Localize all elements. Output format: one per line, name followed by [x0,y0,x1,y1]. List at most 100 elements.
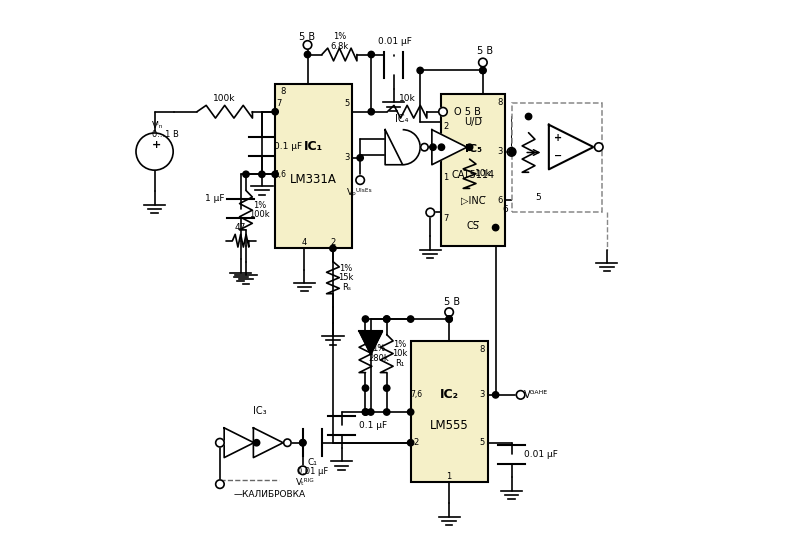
Circle shape [445,308,454,317]
Text: CS̅: CS̅ [467,221,480,231]
Text: IC₄: IC₄ [395,114,408,124]
Circle shape [362,316,369,322]
Text: 15k: 15k [338,273,354,282]
Circle shape [446,316,452,322]
Circle shape [516,390,525,399]
Circle shape [509,148,515,155]
Text: 5: 5 [536,193,542,202]
Polygon shape [359,331,382,355]
Text: 5 В: 5 В [444,296,460,307]
Circle shape [254,439,260,446]
Circle shape [493,224,499,231]
Circle shape [507,147,516,156]
Circle shape [368,108,374,115]
Circle shape [480,67,486,74]
Text: 2: 2 [330,238,335,247]
Text: —КАЛИБРОВКА: —КАЛИБРОВКА [234,490,306,499]
Text: 10k: 10k [398,94,415,103]
Text: 5: 5 [480,438,485,447]
Text: 5 В: 5 В [299,32,315,42]
Bar [275,84,352,248]
Circle shape [509,148,515,155]
Circle shape [298,466,307,475]
Text: Vₜᴿᴵᴳ: Vₜᴿᴵᴳ [296,478,315,487]
Circle shape [407,409,414,415]
Text: Vᴵₙ: Vᴵₙ [152,121,163,130]
Text: CAT5114: CAT5114 [452,170,495,179]
Text: C₁: C₁ [307,458,318,467]
Circle shape [367,409,374,415]
Text: −: − [554,151,562,161]
Text: +: + [554,133,562,143]
Circle shape [407,316,414,322]
Text: 1: 1 [443,173,448,182]
Polygon shape [432,130,467,165]
Text: IC₃: IC₃ [254,406,267,416]
Circle shape [430,144,436,151]
Polygon shape [224,428,254,458]
Text: 8: 8 [497,98,502,107]
Text: 6: 6 [502,205,508,214]
Text: 7,6: 7,6 [410,390,422,399]
Circle shape [242,171,249,177]
Polygon shape [385,130,402,165]
Circle shape [438,107,447,116]
Text: 0.01 μF: 0.01 μF [524,450,558,459]
Text: 0.01 μF: 0.01 μF [378,37,412,46]
Text: +: + [151,140,161,150]
Circle shape [368,51,374,58]
Text: 100k: 100k [214,94,236,103]
Circle shape [383,409,390,415]
Text: 2: 2 [414,438,418,447]
Text: 0.1 μF: 0.1 μF [274,142,302,151]
Polygon shape [254,428,283,458]
Circle shape [272,171,278,177]
Circle shape [356,176,365,184]
Circle shape [299,439,306,446]
Bar [442,95,505,246]
Text: O 5 В: O 5 В [454,107,481,117]
Text: 8: 8 [480,345,485,354]
Text: 1%: 1% [394,340,406,349]
Circle shape [594,143,603,151]
Circle shape [284,439,291,446]
Circle shape [362,409,369,415]
Circle shape [438,144,445,151]
Text: 1,6: 1,6 [274,170,286,179]
Circle shape [299,439,306,446]
Circle shape [417,67,423,74]
Circle shape [426,208,434,217]
Circle shape [421,144,428,151]
Circle shape [216,480,224,489]
Text: 1: 1 [446,473,452,481]
Text: 6.8k: 6.8k [330,42,349,51]
Text: 3: 3 [497,147,502,156]
Circle shape [493,391,499,398]
Text: 8: 8 [281,87,286,96]
Text: LM331A: LM331A [290,172,337,186]
Text: 3: 3 [344,153,350,162]
Circle shape [258,171,265,177]
Circle shape [362,409,369,415]
Text: 0.1 μF: 0.1 μF [358,421,386,430]
Circle shape [383,316,390,322]
Circle shape [478,58,487,67]
Text: IC₁: IC₁ [304,140,323,153]
Bar [511,104,602,213]
Circle shape [216,438,224,447]
Text: IC₂: IC₂ [440,388,458,402]
Circle shape [466,144,473,151]
Text: 1%: 1% [372,344,386,354]
Circle shape [303,41,312,49]
Text: Vᴳᴬᴴᴱ: Vᴳᴬᴴᴱ [524,390,548,400]
Circle shape [304,51,310,58]
Text: LM555: LM555 [430,419,469,433]
Text: U/D̅: U/D̅ [464,116,482,127]
Text: 1 μF: 1 μF [205,194,225,203]
Circle shape [272,108,278,115]
Circle shape [480,67,486,74]
Polygon shape [549,125,594,169]
Text: IC₅: IC₅ [465,144,482,154]
Circle shape [407,439,414,446]
Text: 7: 7 [443,214,448,223]
